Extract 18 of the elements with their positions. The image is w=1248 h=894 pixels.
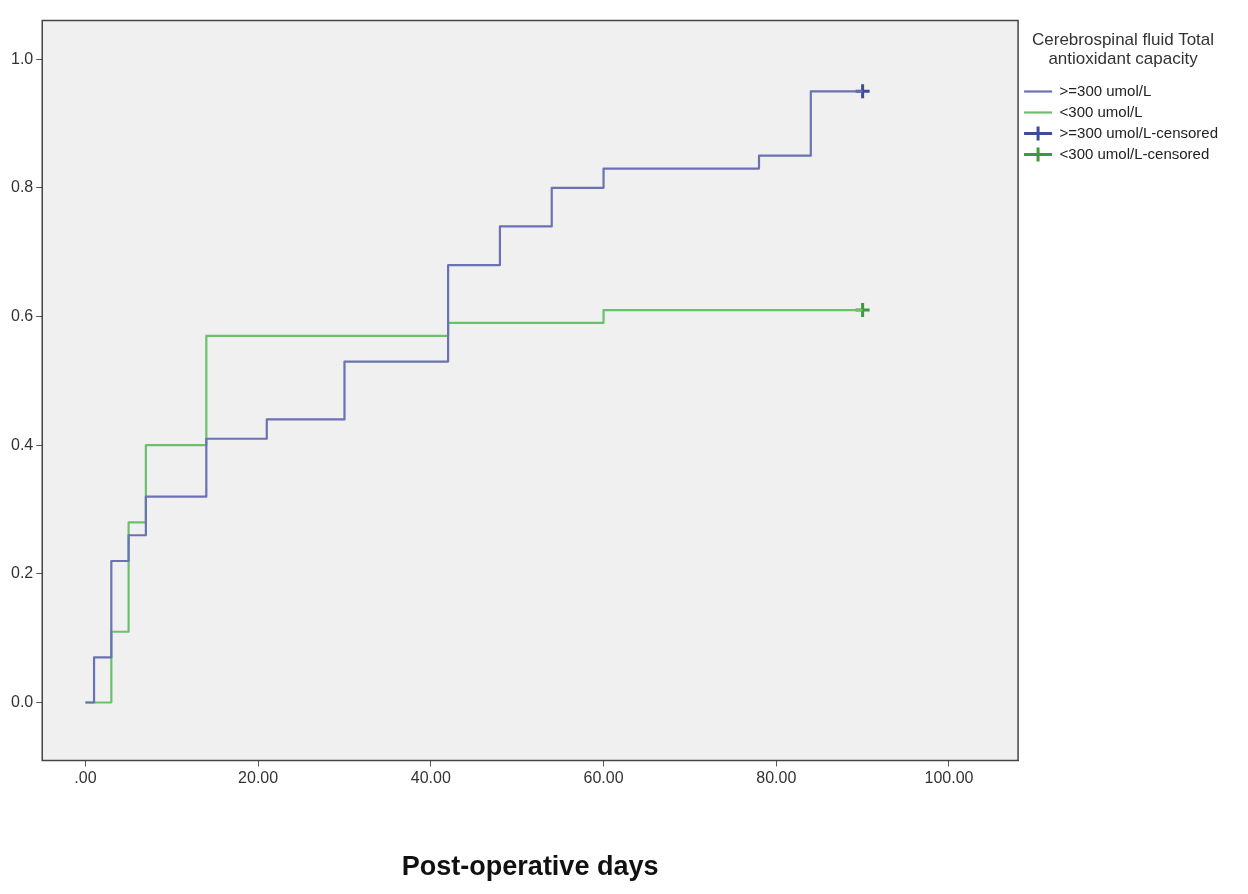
x-tick-label: 80.00 xyxy=(756,769,797,787)
y-tick-label: 0.0 xyxy=(10,692,34,710)
x-tick-label: 100.00 xyxy=(924,769,974,787)
y-tick-label: 0.2 xyxy=(10,564,34,582)
y-tick-label: 0.6 xyxy=(10,306,34,324)
legend-label: <300 umol/L-censored xyxy=(1059,144,1210,162)
x-tick-label: 20.00 xyxy=(238,769,279,787)
x-tick-label: 60.00 xyxy=(583,769,624,787)
y-tick-label: 0.8 xyxy=(10,178,34,196)
x-tick-label: 40.00 xyxy=(410,769,451,787)
x-axis-title: Post-operative days xyxy=(401,851,659,882)
y-tick-label: 1.0 xyxy=(10,49,34,67)
legend-label: >=300 umol/L xyxy=(1059,81,1152,99)
legend-title: Cerebrospinal fluid Total antioxidant capacity xyxy=(1031,30,1215,69)
legend-label: <300 umol/L xyxy=(1059,102,1143,120)
y-tick-label: 0.4 xyxy=(10,435,34,453)
legend-label: >=300 umol/L-censored xyxy=(1059,123,1218,141)
x-tick-label: .00 xyxy=(74,769,97,787)
